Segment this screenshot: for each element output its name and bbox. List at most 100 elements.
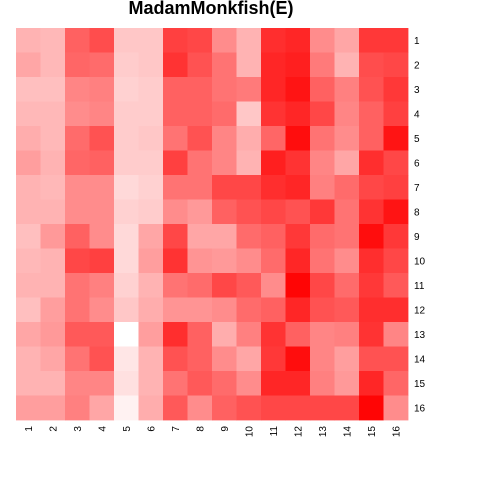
- heatmap-cell: [334, 395, 360, 421]
- heatmap-cell: [261, 322, 286, 347]
- heatmap-cell: [359, 297, 384, 323]
- heatmap-cell: [334, 150, 360, 176]
- heatmap-cell: [40, 150, 66, 176]
- heatmap-cell: [89, 395, 115, 421]
- heatmap-cell: [16, 297, 41, 323]
- heatmap-cell: [40, 248, 66, 274]
- heatmap-cell: [310, 248, 335, 274]
- heatmap-cell: [163, 77, 188, 102]
- heatmap-cell: [187, 371, 213, 396]
- heatmap-cell: [285, 297, 311, 323]
- heatmap-cell: [285, 150, 311, 176]
- column-tick-label: 12: [293, 426, 304, 438]
- heatmap-cell: [138, 273, 164, 298]
- heatmap-cell: [65, 273, 90, 298]
- row-tick-label: 10: [414, 256, 426, 267]
- heatmap-cell: [212, 273, 237, 298]
- heatmap-cell: [334, 322, 360, 347]
- row-tick-label: 4: [414, 109, 420, 120]
- heatmap-cell: [163, 346, 188, 372]
- heatmap-cell: [89, 346, 115, 372]
- heatmap-cell: [383, 150, 409, 176]
- heatmap-cell: [236, 101, 262, 127]
- heatmap-cell: [16, 77, 41, 102]
- heatmap-cell: [334, 28, 360, 53]
- heatmap-cell: [261, 77, 286, 102]
- heatmap-cell: [359, 248, 384, 274]
- column-tick-label: 16: [391, 426, 402, 438]
- heatmap-cell: [310, 346, 335, 372]
- heatmap-cell: [334, 273, 360, 298]
- heatmap-cell: [40, 28, 66, 53]
- heatmap-cell: [89, 175, 115, 200]
- heatmap-cell: [310, 28, 335, 53]
- heatmap-cell: [138, 101, 164, 127]
- heatmap-cell: [310, 273, 335, 298]
- heatmap-cell: [334, 199, 360, 225]
- heatmap-cell: [285, 126, 311, 151]
- heatmap-cell: [310, 371, 335, 396]
- heatmap-cell: [187, 52, 213, 78]
- column-tick-label: 2: [48, 426, 59, 432]
- column-tick-label: 4: [97, 426, 108, 432]
- heatmap-cell: [285, 199, 311, 225]
- heatmap-cell: [187, 77, 213, 102]
- heatmap-cell: [261, 371, 286, 396]
- heatmap-cell: [114, 224, 139, 249]
- heatmap-cell: [359, 126, 384, 151]
- heatmap-cell: [261, 346, 286, 372]
- heatmap-cell: [383, 28, 409, 53]
- column-tick-label: 7: [171, 426, 182, 432]
- heatmap-cell: [334, 52, 360, 78]
- heatmap-cell: [65, 175, 90, 200]
- heatmap-cell: [285, 346, 311, 372]
- heatmap-cell: [383, 126, 409, 151]
- heatmap-cell: [65, 224, 90, 249]
- heatmap-cell: [261, 101, 286, 127]
- column-tick-label: 5: [122, 426, 133, 432]
- heatmap-cell: [383, 101, 409, 127]
- heatmap-cell: [261, 395, 286, 421]
- heatmap-cell: [138, 371, 164, 396]
- heatmap-cell: [89, 248, 115, 274]
- heatmap-cell: [310, 395, 335, 421]
- heatmap-cell: [310, 199, 335, 225]
- heatmap-cell: [138, 346, 164, 372]
- heatmap-cell: [138, 199, 164, 225]
- heatmap-cell: [114, 175, 139, 200]
- row-tick-label: 14: [414, 354, 426, 365]
- heatmap-cell: [40, 346, 66, 372]
- heatmap-cell: [187, 28, 213, 53]
- heatmap-cell: [163, 175, 188, 200]
- heatmap-cell: [212, 101, 237, 127]
- heatmap-cell: [285, 395, 311, 421]
- heatmap-cell: [187, 101, 213, 127]
- heatmap-cell: [310, 224, 335, 249]
- heatmap-cell: [359, 395, 384, 421]
- heatmap-cell: [40, 126, 66, 151]
- heatmap-cell: [65, 346, 90, 372]
- heatmap-cell: [383, 199, 409, 225]
- heatmap-cell: [40, 52, 66, 78]
- heatmap-cell: [310, 322, 335, 347]
- heatmap-cell: [212, 248, 237, 274]
- heatmap-cell: [16, 175, 41, 200]
- heatmap-cell: [65, 248, 90, 274]
- heatmap-cell: [114, 150, 139, 176]
- heatmap-cells: [16, 28, 409, 421]
- heatmap-cell: [285, 371, 311, 396]
- heatmap-cell: [187, 150, 213, 176]
- heatmap-cell: [40, 175, 66, 200]
- heatmap-cell: [359, 322, 384, 347]
- heatmap-cell: [212, 371, 237, 396]
- row-tick-label: 8: [414, 207, 420, 218]
- heatmap-cell: [261, 224, 286, 249]
- column-tick-label: 1: [24, 426, 35, 432]
- heatmap-cell: [138, 322, 164, 347]
- heatmap-cell: [187, 248, 213, 274]
- heatmap-cell: [334, 297, 360, 323]
- heatmap-cell: [236, 77, 262, 102]
- heatmap-cell: [310, 175, 335, 200]
- heatmap-cell: [163, 28, 188, 53]
- heatmap-cell: [16, 346, 41, 372]
